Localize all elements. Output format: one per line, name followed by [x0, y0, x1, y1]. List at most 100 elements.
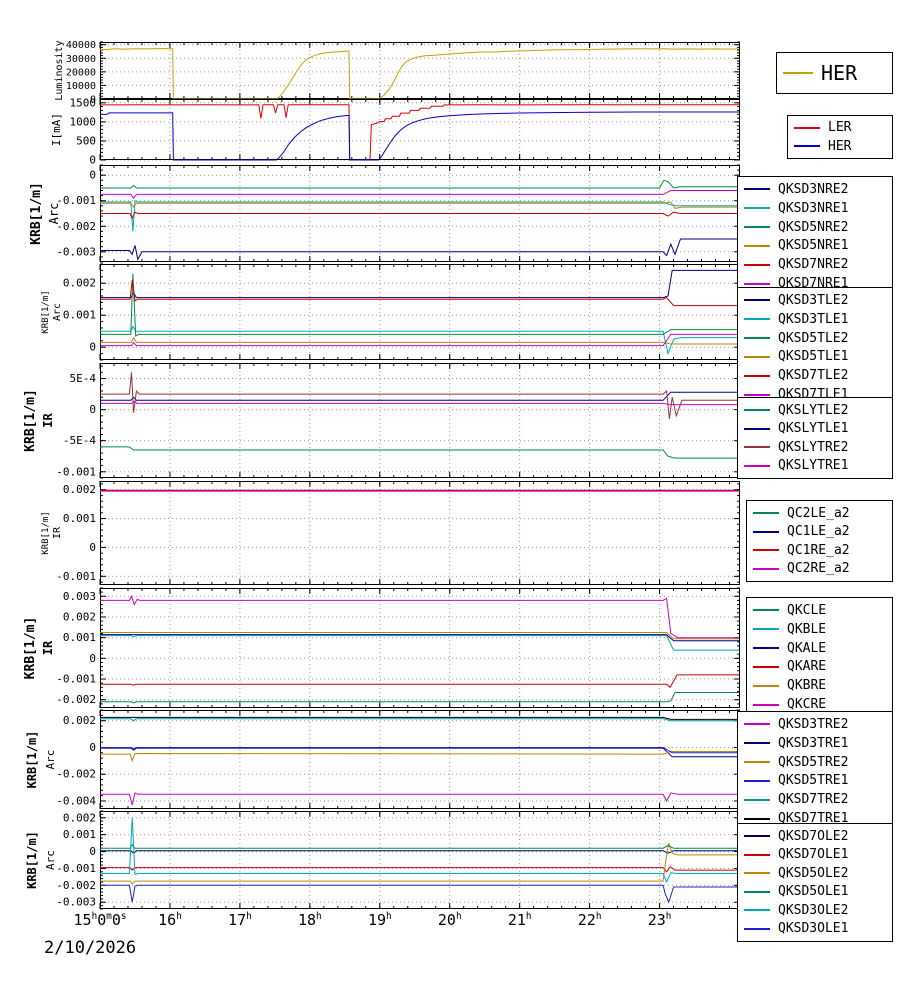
legend-line-sample	[744, 207, 770, 210]
y-axis-title: KRB[1/m]	[29, 182, 44, 245]
y-tick-label: 0	[89, 541, 96, 554]
legend-entry: QKCRE	[747, 698, 892, 711]
legend-label: QKCLE	[787, 602, 827, 618]
y-tick-label: 500	[76, 134, 96, 147]
legend-label: QC2LE_a2	[787, 505, 850, 521]
legend-krb-tle: QKSD3TLE2 QKSD3TLE1 QKSD5TLE2 QKSD5TLE1 QKSD…	[737, 287, 893, 408]
legend-entry: QKSD5TLE1	[738, 350, 892, 363]
y-axis-title: KRB[1/m]	[23, 389, 38, 452]
legend-label: QKSD7TLE2	[778, 368, 849, 384]
y-tick-label: -5E-4	[63, 434, 96, 447]
legend-label: QC1LE_a2	[787, 524, 850, 540]
legend-line-sample	[744, 872, 770, 875]
x-tick-label: 15h0m0s	[73, 911, 127, 929]
legend-line-sample	[753, 684, 779, 687]
legend-entry: QKSD7OLE2	[738, 830, 892, 843]
series-QKSD3TRE1	[100, 747, 740, 758]
y-tick-label: 0.002	[63, 483, 96, 496]
y-tick-label: 0.002	[63, 611, 96, 624]
legend-entry: QKSD7NRE1	[738, 277, 892, 290]
legend-line-sample	[744, 909, 770, 912]
legend-label: QKSD3TLE1	[778, 311, 849, 327]
legend-krb-ole: QKSD7OLE2 QKSD7OLE1 QKSD5OLE2 QKSD5OLE1 QKSD…	[737, 823, 893, 942]
legend-entry: QKSD7NRE2	[738, 258, 892, 271]
legend-entry: QKSD7TRE2	[738, 793, 892, 806]
legend-entry: QKSD3TLE1	[738, 313, 892, 326]
date-label: 2/10/2026	[44, 938, 137, 958]
series-QKSD3TLE2	[100, 269, 740, 299]
y-tick-label: -0.002	[56, 693, 96, 706]
series-QKSD5NRE2	[100, 179, 740, 189]
legend-label: QKSD3NRE1	[778, 200, 849, 216]
y-tick-label: 0	[89, 845, 96, 858]
series-QKCRE	[100, 595, 740, 639]
y-tick-label: 0.001	[63, 631, 96, 644]
y-tick-label: 30000	[66, 54, 96, 65]
legend-entry: QKSD5TLE2	[738, 332, 892, 345]
legend-entry: QKSLYTRE1	[738, 459, 892, 472]
legend-label: HER	[828, 138, 852, 154]
y-tick-label: -0.001	[56, 570, 96, 583]
y-tick-label: 0	[89, 154, 96, 167]
legend-label: QKCRE	[787, 697, 827, 713]
series-QKBLE	[100, 635, 740, 651]
legend-label: QKSD5TRE2	[778, 754, 849, 770]
y-tick-label: -0.002	[56, 879, 96, 892]
x-tick-label: 17h	[228, 911, 252, 929]
y-tick-label: 0.002	[63, 277, 96, 290]
y-axis-title: Luminosity	[54, 40, 65, 100]
x-tick-label: 21h	[507, 911, 532, 929]
y-axis-title: I[mA]	[50, 113, 63, 146]
series-QKSD3OLE1	[100, 884, 740, 904]
x-tick-label: 18h	[297, 911, 322, 929]
legend-label: QKBLE	[787, 621, 827, 637]
x-tick-label: 19h	[367, 911, 392, 929]
legend-label: QKSD3NRE2	[778, 181, 849, 197]
legend-line-sample	[753, 647, 779, 650]
y-tick-label: 0.001	[63, 512, 96, 525]
legend-label: QKBRE	[787, 678, 827, 694]
y-tick-label: 5E-4	[70, 372, 97, 385]
legend-entry: LER	[788, 121, 892, 134]
legend-entry: QKBLE	[747, 623, 892, 636]
legend-label: QC2RE_a2	[787, 561, 850, 577]
legend-line-sample	[744, 337, 770, 340]
legend-line-sample	[744, 817, 770, 820]
legend-line-sample	[744, 446, 770, 449]
y-tick-label: 0.002	[63, 714, 96, 727]
legend-entry: QKSD5NRE1	[738, 239, 892, 252]
plot-krb-arc-tle: 0 0.001 0.002 KRB[1/m] Arc	[41, 263, 740, 361]
legend-label: QKSLYTLE1	[778, 421, 849, 437]
plot-krb-ir-qc: 0.002 0.001 0 -0.001 KRB[1/m] IR	[41, 481, 740, 585]
legend-entry: QKSD5OLE2	[738, 867, 892, 880]
legend-entry: HER	[788, 140, 892, 153]
series-QKSLYTRE1	[100, 400, 740, 406]
legend-line-sample	[744, 890, 770, 893]
y-tick-label: -0.004	[56, 795, 96, 808]
legend-krb-nre: QKSD3NRE2 QKSD3NRE1 QKSD5NRE2 QKSD5NRE1 QKSD…	[737, 176, 893, 297]
legend-line-sample	[744, 742, 770, 745]
legend-entry: QKSD3NRE1	[738, 202, 892, 215]
legend-entry: QKSD7TRE1	[738, 812, 892, 825]
legend-entry: QKALE	[747, 642, 892, 655]
legend-entry: QKSD5NRE2	[738, 221, 892, 234]
legend-line-sample	[744, 318, 770, 321]
legend-entry: QKSD5OLE1	[738, 885, 892, 898]
legend-entry: QKSD3OLE1	[738, 922, 892, 935]
legend-line-sample	[744, 723, 770, 726]
y-tick-label: 0.001	[63, 309, 96, 322]
y-tick-label: 0	[89, 169, 96, 182]
series-QKSD3NRE1	[100, 199, 740, 232]
series-QKCLE	[100, 692, 740, 704]
legend-label: QKSD7NRE1	[778, 276, 849, 292]
series-QKARE	[100, 674, 740, 689]
legend-line-sample	[744, 409, 770, 412]
series-QKSD5TRE1	[100, 747, 740, 754]
legend-line-sample	[744, 761, 770, 764]
series-QKSLYTLE1	[100, 391, 740, 401]
legend-label: QKSD5TLE2	[778, 330, 849, 346]
y-axis-title: Arc	[52, 303, 63, 321]
y-tick-label: -0.001	[56, 194, 96, 207]
legend-label: LER	[828, 120, 852, 136]
